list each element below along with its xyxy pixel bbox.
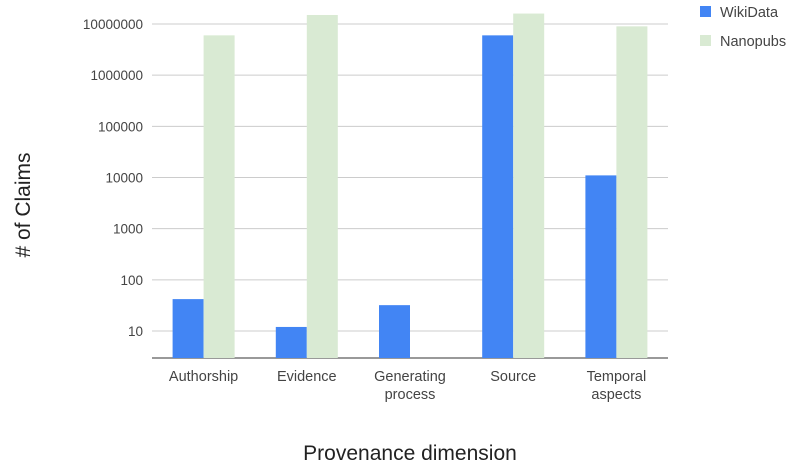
y-tick-label: 1000 [113, 222, 143, 237]
x-tick-label-line: Evidence [277, 369, 337, 385]
x-tick-label-line: Source [490, 369, 536, 385]
legend-swatch-wikidata [700, 6, 711, 17]
legend-swatch-nanopubs [700, 35, 711, 46]
bar-wikidata-4 [585, 175, 617, 358]
legend-label-nanopubs: Nanopubs [720, 34, 786, 50]
x-tick-label-line: process [385, 387, 436, 403]
y-tick-label: 10000 [105, 171, 143, 186]
y-tick-label: 100000 [98, 119, 143, 134]
x-tick-label-line: Authorship [169, 369, 238, 385]
bar-wikidata-2 [379, 305, 410, 358]
y-tick-label: 10000000 [83, 17, 143, 32]
x-tick-label: Temporal aspects [587, 369, 647, 403]
bars [172, 13, 648, 359]
bar-nanopubs-3 [513, 13, 545, 359]
legend-label-wikidata: WikiData [720, 5, 779, 21]
bar-wikidata-3 [482, 35, 514, 359]
x-axis-title: Provenance dimension [303, 442, 517, 465]
y-axis-ticks: 10 100 1000 10000 100000 1000000 10000000 [83, 17, 143, 339]
x-tick-label-line: Generating [374, 369, 446, 385]
y-tick-label: 10 [128, 324, 143, 339]
bar-nanopubs-4 [616, 26, 648, 359]
x-tick-label: Generating process [374, 369, 446, 403]
x-tick-label-line: Temporal [587, 369, 647, 385]
x-tick-label: Evidence [277, 369, 337, 385]
y-axis-title: # of Claims [12, 152, 35, 257]
bar-wikidata-1 [275, 326, 307, 358]
legend: WikiData Nanopubs [700, 5, 786, 50]
bar-wikidata-0 [172, 299, 204, 358]
y-tick-label: 1000000 [90, 68, 143, 83]
x-tick-label: Authorship [169, 369, 238, 385]
bar-nanopubs-1 [306, 14, 338, 359]
x-tick-label: Source [490, 369, 536, 385]
x-axis-ticks: Authorship Evidence Generating process Sourc… [169, 369, 646, 403]
x-tick-label-line: aspects [591, 387, 641, 403]
gridlines [152, 23, 668, 359]
bar-nanopubs-0 [203, 35, 235, 359]
y-tick-label: 100 [120, 273, 143, 288]
